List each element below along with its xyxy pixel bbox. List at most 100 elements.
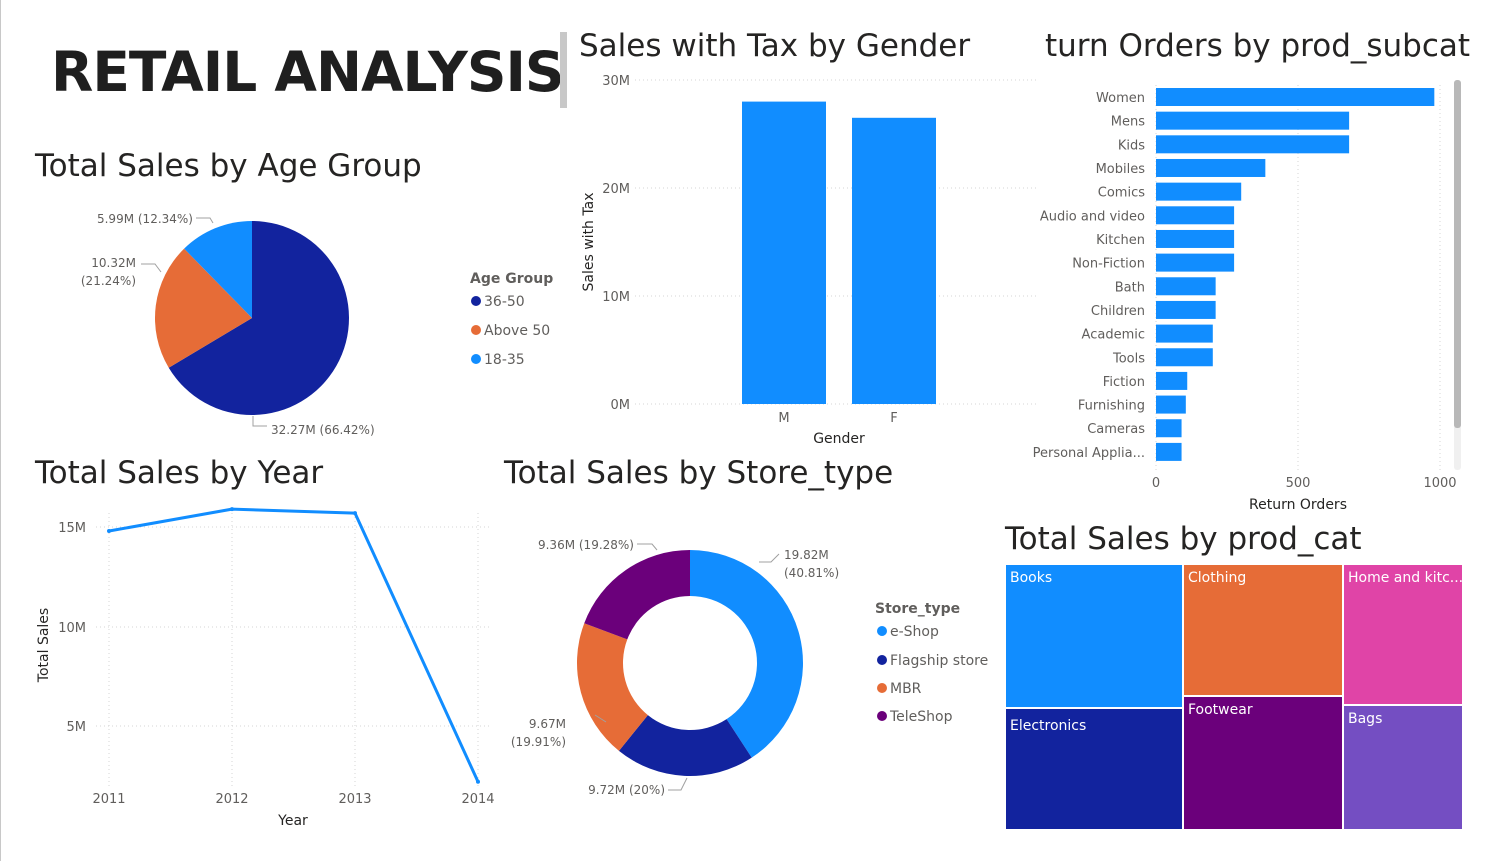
age-leader-line — [252, 416, 267, 427]
bar-comics[interactable] — [1156, 182, 1242, 201]
treemap-label: Footwear — [1188, 702, 1253, 718]
page-title: RETAIL ANALYSIS — [51, 40, 565, 104]
point-2011[interactable] — [107, 529, 111, 533]
slice-teleshop[interactable] — [584, 550, 690, 640]
y-tick-label: 30M — [602, 74, 630, 89]
bar-f[interactable] — [852, 117, 936, 405]
y-tick-label: Mobiles — [1096, 162, 1146, 177]
store-data-label: 19.82M — [784, 548, 829, 562]
treemap-label: Books — [1010, 570, 1053, 586]
bar-children[interactable] — [1156, 300, 1216, 319]
x-tick-label: 0 — [1152, 476, 1160, 491]
legend-item-mbr[interactable]: MBR — [877, 681, 922, 697]
bar-fiction[interactable] — [1156, 371, 1188, 390]
y-tick-label: 10M — [602, 290, 630, 305]
y-tick-label: Personal Applia... — [1033, 446, 1145, 461]
y-tick-label: Bath — [1115, 280, 1145, 295]
gender-bar-chart[interactable]: 30M 20M 10M 0M Sales with Tax M F Gender — [571, 60, 1041, 455]
slice-mbr[interactable] — [577, 623, 648, 751]
y-tick-label: Tools — [1112, 351, 1145, 366]
year-line-chart[interactable]: 15M 10M 5M Total Sales 2011 2012 2013 20… — [1, 495, 501, 835]
legend-marker — [877, 655, 887, 665]
x-tick-label: M — [778, 411, 789, 426]
legend-marker — [471, 296, 481, 306]
store-leader-line — [637, 543, 658, 551]
treemap-cell-bags[interactable]: Bags — [1343, 705, 1463, 830]
legend-marker — [877, 683, 887, 693]
bar-academic[interactable] — [1156, 324, 1213, 343]
bar-personal-applia[interactable] — [1156, 442, 1182, 461]
treemap-cell-clothing[interactable]: Clothing — [1183, 564, 1343, 696]
legend-marker — [471, 354, 481, 364]
treemap-cell-electronics[interactable]: Electronics — [1005, 708, 1183, 830]
legend-label: e-Shop — [890, 624, 939, 640]
x-axis-title: Return Orders — [1249, 497, 1347, 513]
legend-item-18-35[interactable]: 18-35 — [471, 352, 525, 368]
age-legend-title: Age Group — [470, 271, 553, 287]
y-tick-label: Furnishing — [1078, 399, 1145, 414]
age-data-label: (21.24%) — [81, 274, 136, 288]
subcat-bar-chart[interactable]: Women Mens Kids Mobiles Comics Audio and vide… — [1031, 80, 1456, 520]
y-tick-label: Kitchen — [1096, 233, 1145, 248]
bar-furnishing[interactable] — [1156, 395, 1186, 414]
slice-above-50[interactable] — [154, 248, 252, 368]
treemap-cell-footwear[interactable]: Footwear — [1183, 696, 1343, 830]
slice-18-35[interactable] — [184, 221, 252, 318]
bar-tools[interactable] — [1156, 348, 1213, 367]
x-tick-label: 2012 — [215, 792, 248, 807]
y-tick-label: Comics — [1098, 186, 1145, 201]
title-divider — [560, 32, 567, 108]
bar-audio-and-video[interactable] — [1156, 206, 1235, 225]
age-pie-chart[interactable]: 5.99M (12.34%) 10.32M (21.24%) 32.27M (6… — [1, 190, 561, 450]
y-axis-title: Total Sales — [36, 608, 52, 683]
slice-36-50[interactable] — [168, 221, 349, 415]
slice-e-shop[interactable] — [690, 550, 803, 758]
subcat-chart-title: turn Orders by prod_subcat — [1045, 28, 1471, 64]
bar-women[interactable] — [1156, 88, 1435, 106]
slice-flagship-store[interactable] — [618, 715, 752, 776]
bar-cameras[interactable] — [1156, 419, 1182, 438]
store-leader-line — [594, 714, 607, 723]
bar-non-fiction[interactable] — [1156, 253, 1235, 272]
prodcat-treemap[interactable]: Books Electronics Clothing Footwear Home… — [1005, 564, 1463, 830]
treemap-cell-books[interactable]: Books — [1005, 564, 1183, 708]
age-data-label: 10.32M — [91, 256, 136, 270]
y-tick-label: Audio and video — [1040, 209, 1145, 224]
point-2013[interactable] — [353, 511, 357, 516]
point-2014[interactable] — [476, 779, 480, 784]
bar-mobiles[interactable] — [1156, 158, 1266, 177]
age-leader-line — [141, 263, 162, 273]
bar-m[interactable] — [742, 101, 826, 404]
y-tick-label: Fiction — [1103, 375, 1145, 390]
store-leader-line — [668, 777, 688, 791]
bar-mens[interactable] — [1156, 111, 1350, 130]
sales-line[interactable] — [108, 507, 480, 783]
treemap-label: Home and kitc... — [1348, 570, 1464, 586]
bar-bath[interactable] — [1156, 277, 1216, 296]
y-tick-label: Children — [1091, 304, 1145, 319]
legend-item-36-50[interactable]: 36-50 — [471, 294, 525, 310]
gender-chart-title: Sales with Tax by Gender — [579, 28, 971, 64]
x-axis-title: Year — [277, 813, 308, 829]
age-data-label: 32.27M (66.42%) — [271, 423, 375, 437]
bar-kids[interactable] — [1156, 135, 1350, 154]
subcat-scroll-thumb[interactable] — [1454, 80, 1461, 428]
bar-kitchen[interactable] — [1156, 229, 1235, 248]
gender-grid — [635, 79, 1037, 405]
store-data-label: 9.36M (19.28%) — [538, 538, 634, 552]
treemap-label: Bags — [1348, 711, 1383, 727]
legend-label: 36-50 — [484, 294, 525, 310]
treemap-label: Electronics — [1010, 718, 1087, 734]
point-2012[interactable] — [230, 507, 234, 512]
legend-item-teleshop[interactable]: TeleShop — [877, 709, 953, 725]
y-tick-label: Non-Fiction — [1072, 257, 1145, 272]
y-axis-title: Sales with Tax — [581, 193, 597, 292]
x-axis-title: Gender — [813, 431, 865, 447]
legend-item-flagship-store[interactable]: Flagship store — [877, 653, 988, 669]
treemap-cell-home-and-kitchen[interactable]: Home and kitc... — [1343, 564, 1463, 705]
store-donut-chart[interactable]: 9.36M (19.28%) 19.82M (40.81%) 9.67M (19… — [501, 510, 1001, 820]
legend-item-e-shop[interactable]: e-Shop — [877, 624, 939, 640]
legend-item-above-50[interactable]: Above 50 — [471, 323, 550, 339]
y-tick-label: Academic — [1082, 328, 1145, 343]
age-data-label: 5.99M (12.34%) — [97, 212, 193, 226]
